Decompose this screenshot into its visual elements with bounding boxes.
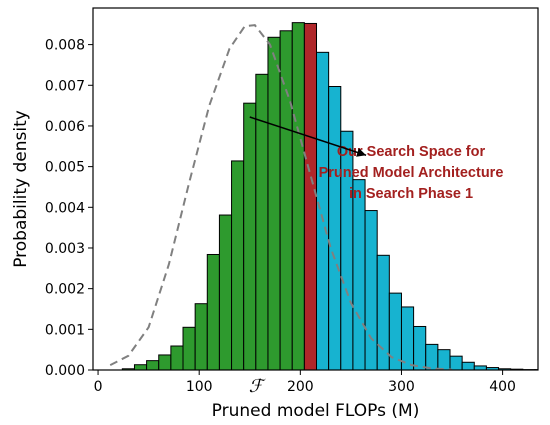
histogram-bar: [267, 36, 281, 370]
histogram-bar: [158, 354, 172, 370]
histogram-bar: [388, 292, 402, 370]
histogram-bar: [206, 253, 220, 370]
y-tick-label: 0.006: [45, 119, 85, 135]
density-curve: [109, 24, 453, 370]
histogram-bar: [182, 326, 196, 370]
histogram-bar: [461, 361, 475, 370]
histogram-bar: [473, 365, 487, 370]
axes-layer: 0 100 200 300 400 0.000 0.001 0.002 0.003 0.004 0.…: [45, 7, 539, 395]
annotation-layer: Our Search Space for Pruned Model Archit…: [249, 116, 504, 202]
x-axis-label: Pruned model FLOPs (M): [212, 401, 420, 421]
annotation-line-1: Our Search Space for: [337, 144, 486, 160]
y-tick-label: 0.000: [45, 363, 85, 379]
histogram-bar: [413, 325, 427, 370]
histogram-bar: [170, 345, 184, 370]
histogram-bar: [231, 160, 245, 370]
y-tick-label: 0.003: [45, 241, 85, 257]
histogram-bar: [449, 355, 463, 370]
histogram-bar: [133, 364, 148, 370]
y-tick-label: 0.001: [45, 322, 85, 338]
annotation-line-2: Pruned Model Architecture: [319, 165, 504, 181]
histogram-bar: [400, 306, 415, 370]
density-curve-layer: [109, 24, 453, 370]
annotation-arrow-line: [249, 116, 367, 156]
x-tick-label: 400: [489, 379, 516, 395]
y-axis-label: Probability density: [11, 110, 31, 268]
histogram-bar: [437, 349, 451, 370]
histogram-bar: [291, 22, 305, 370]
histogram-bar: [364, 210, 378, 370]
x-tick-label: 200: [287, 379, 314, 395]
x-tick-label: 100: [186, 379, 213, 395]
histogram-bar: [146, 360, 160, 370]
flops-threshold-marker-label: ℱ: [249, 376, 266, 397]
x-tick-label: 300: [388, 379, 415, 395]
y-tick-label: 0.002: [45, 282, 85, 298]
histogram-bar: [352, 179, 366, 370]
histogram-bar: [279, 30, 293, 370]
y-tick-label: 0.005: [45, 160, 85, 176]
y-tick-label: 0.004: [45, 200, 85, 216]
histogram-bar: [328, 86, 342, 370]
histogram-bar: [425, 343, 439, 370]
histogram-bar: [255, 73, 269, 370]
histogram-bar: [303, 22, 318, 370]
histogram-bar: [243, 102, 257, 370]
annotation-arrow-head: [356, 148, 367, 157]
x-tick-label: 0: [94, 379, 103, 395]
plot-frame: [92, 7, 539, 371]
histogram-bar: [316, 51, 330, 370]
y-tick-label: 0.008: [45, 38, 85, 54]
annotation-line-3: in Search Phase 1: [349, 186, 473, 202]
y-tick-label: 0.007: [45, 78, 85, 94]
histogram-bar: [218, 214, 233, 370]
plot-area: [121, 22, 538, 370]
histogram-bar: [194, 303, 208, 370]
